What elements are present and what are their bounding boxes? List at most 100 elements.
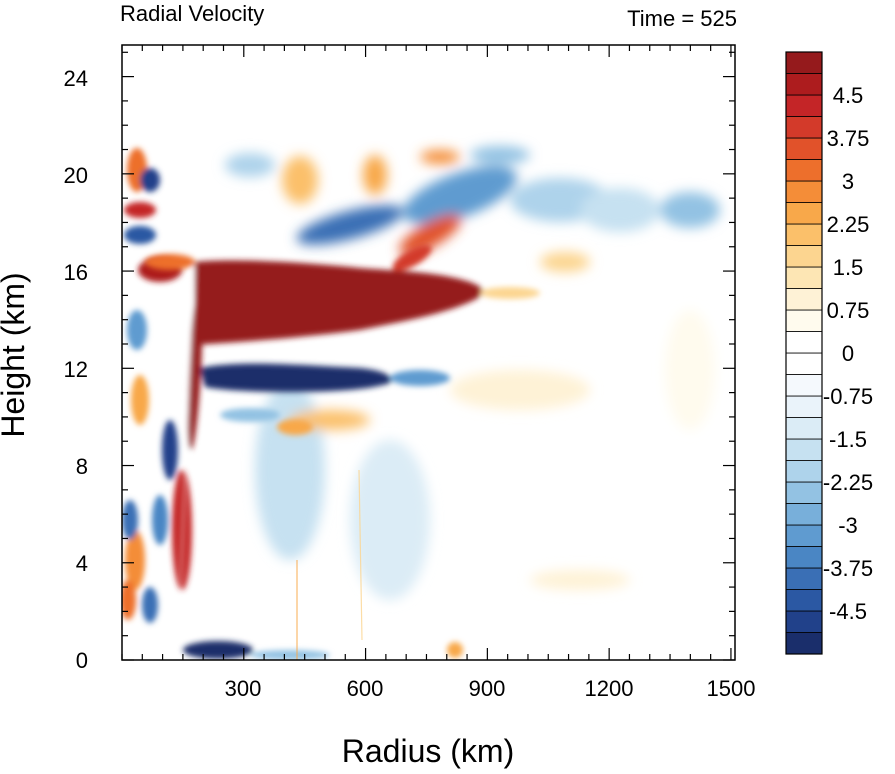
colorbar-swatch xyxy=(785,352,823,375)
colorbar-swatch xyxy=(785,94,823,117)
upper-wave-neg-5 xyxy=(296,205,404,245)
boundary-inflow xyxy=(183,641,253,659)
colorbar-swatch xyxy=(785,417,823,440)
colorbar-swatch xyxy=(785,223,823,246)
colorbar-swatch xyxy=(785,331,823,354)
colorbar-tick-label: 1.5 xyxy=(833,255,864,280)
x-tick-label: 900 xyxy=(469,676,506,701)
colorbar-swatch xyxy=(785,245,823,268)
colorbar-swatch xyxy=(785,137,823,160)
colorbar-tick-label: -3 xyxy=(838,513,858,538)
inner-neg-3 xyxy=(127,310,147,350)
eyewall-pos xyxy=(187,290,203,450)
inflow-band-fringe xyxy=(390,370,450,386)
outer-pos-weak-3 xyxy=(530,570,630,590)
colorbar-tick-label: 3 xyxy=(842,169,854,194)
colorbar-swatch xyxy=(785,610,823,633)
colorbar-swatch xyxy=(785,546,823,569)
upper-wave-pos-2 xyxy=(470,146,530,164)
colorbar-swatch xyxy=(785,374,823,397)
colorbar-tick-label: 2.25 xyxy=(827,212,870,237)
y-tick-label: 20 xyxy=(64,163,88,188)
outflow-jet-tongue xyxy=(392,245,432,271)
mid-neg-1 xyxy=(220,408,280,422)
boundary-inflow-2 xyxy=(250,650,330,660)
inner-neg-5 xyxy=(152,495,168,545)
colorbar-swatch xyxy=(785,589,823,612)
inner-neg-1 xyxy=(140,168,160,192)
x-axis-title: Radius (km) xyxy=(342,733,514,769)
colorbar-swatch xyxy=(785,159,823,182)
upper-wave-neg-3 xyxy=(580,188,660,232)
x-tick-label: 600 xyxy=(347,676,384,701)
upper-wave-pos-1 xyxy=(399,214,461,256)
colorbar-tick-label: -2.25 xyxy=(823,470,873,495)
inner-neg-7 xyxy=(142,587,158,623)
colorbar-swatch xyxy=(785,51,823,74)
colorbar-swatch xyxy=(785,395,823,418)
colorbar-tick-label: 4.5 xyxy=(833,83,864,108)
inner-pos-5 xyxy=(172,470,192,590)
upper-wave-pos-5 xyxy=(363,155,387,195)
y-tick-label: 4 xyxy=(76,551,88,576)
colorbar-swatch xyxy=(785,503,823,526)
colorbar-swatch xyxy=(785,73,823,96)
colorbar-swatch xyxy=(785,567,823,590)
inner-pos-4 xyxy=(131,375,149,425)
outer-pos-weak-2 xyxy=(665,310,715,430)
y-axis-title: Height (km) xyxy=(0,272,31,437)
mid-neg-plume xyxy=(255,380,325,560)
colorbar-swatch xyxy=(785,116,823,139)
colorbar-tick-label: 0.75 xyxy=(827,298,870,323)
colorbar-swatch xyxy=(785,180,823,203)
x-tick-label: 1200 xyxy=(585,676,634,701)
inner-pos-6 xyxy=(125,530,145,590)
colorbar-swatch xyxy=(785,460,823,483)
inner-pos-2 xyxy=(124,202,156,218)
plot-background xyxy=(122,45,735,660)
upper-wave-pos-3 xyxy=(420,150,460,164)
colorbar-swatch xyxy=(785,288,823,311)
colorbar-labels: 4.5 3.75 3 2.25 1.5 0.75 0 -0.75 -1.5 -2.25 -3 -3.7… xyxy=(823,83,873,624)
colorbar-tick-label: -0.75 xyxy=(823,384,873,409)
time-label: Time = 525 xyxy=(627,6,737,31)
colorbar-swatch xyxy=(785,202,823,225)
y-tick-labels: 0 4 8 12 16 20 24 xyxy=(64,66,88,673)
plot-frame xyxy=(121,44,736,661)
velocity-field xyxy=(122,146,720,660)
colorbar xyxy=(785,51,823,655)
upper-wave-neg-6 xyxy=(225,153,275,177)
colorbar-tick-label: -4.5 xyxy=(829,599,867,624)
y-tick-label: 16 xyxy=(64,260,88,285)
chart-title: Radial Velocity xyxy=(120,1,264,26)
upper-wave-pos-4 xyxy=(282,156,318,204)
y-tick-label: 24 xyxy=(64,66,88,91)
colorbar-tick-label: -1.5 xyxy=(829,427,867,452)
inflow-band xyxy=(200,363,391,392)
outflow-jet xyxy=(195,260,484,345)
eyewall-edge xyxy=(179,264,195,601)
inner-neg-4 xyxy=(162,420,178,480)
colorbar-tick-label: 3.75 xyxy=(827,126,870,151)
upper-wave-neg-4 xyxy=(660,192,720,228)
y-tick-label: 12 xyxy=(64,357,88,382)
upper-wave-pos-6 xyxy=(540,252,590,272)
colorbar-swatch xyxy=(785,524,823,547)
x-tick-labels: 300 600 900 1200 1500 xyxy=(225,676,756,701)
outflow-top-pos xyxy=(145,254,195,270)
y-tick-label: 8 xyxy=(76,454,88,479)
colorbar-swatch xyxy=(785,266,823,289)
mid-neg-plume-2 xyxy=(350,440,430,600)
colorbar-swatch xyxy=(785,632,823,655)
inner-neg-6 xyxy=(122,500,138,540)
colorbar-swatch xyxy=(785,481,823,504)
outer-pos-weak xyxy=(450,370,590,410)
colorbar-tick-label: -3.75 xyxy=(823,556,873,581)
axis-ticks xyxy=(121,45,735,661)
mid-pos-1 xyxy=(277,419,313,435)
colorbar-swatch xyxy=(785,309,823,332)
colorbar-frame xyxy=(785,51,823,655)
upper-wave-neg-1 xyxy=(403,165,517,225)
y-tick-label: 0 xyxy=(76,648,88,673)
boundary-outflow xyxy=(447,642,463,658)
